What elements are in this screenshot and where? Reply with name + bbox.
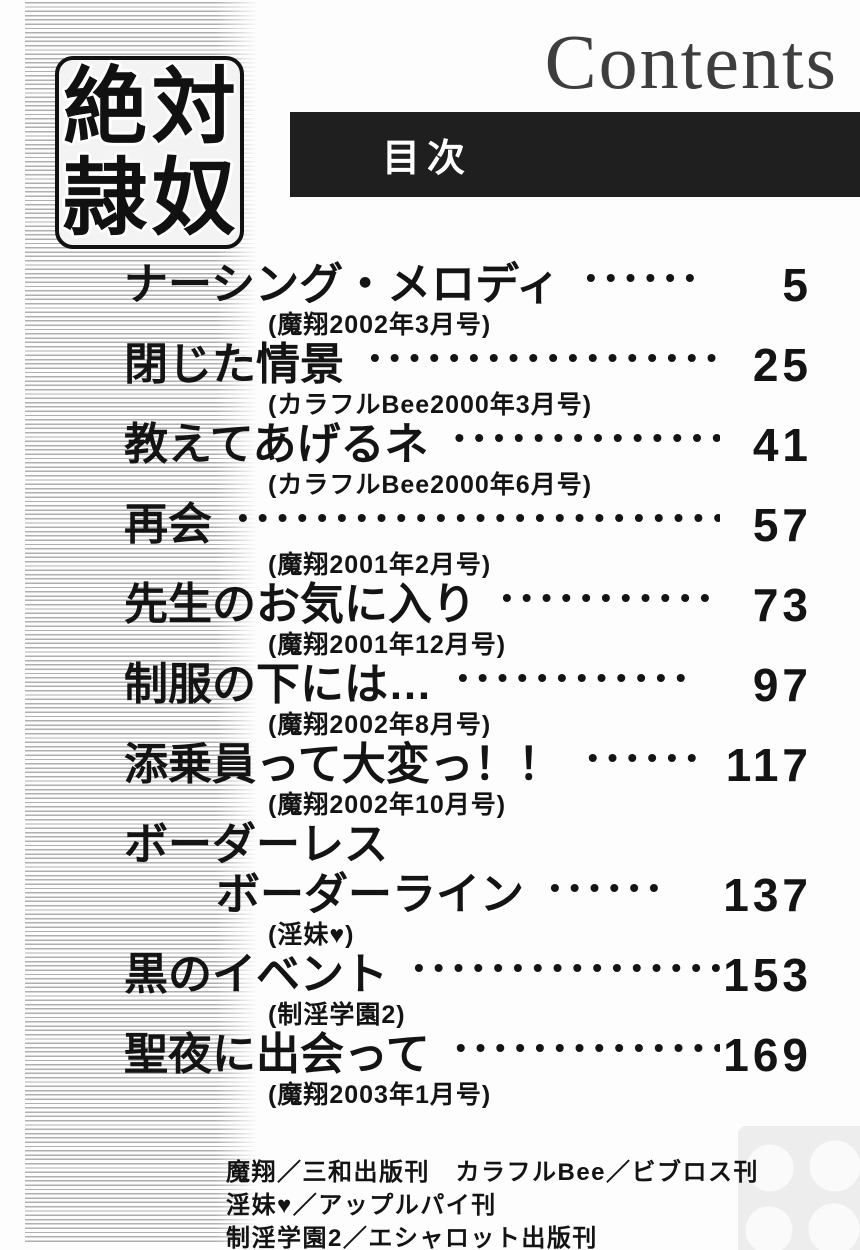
dot-leader: •••••••••••• [502, 582, 720, 613]
dot-leader: •••••• [587, 742, 707, 773]
entry-title: 再会 [124, 500, 212, 549]
page-number: 73 [752, 579, 812, 631]
toc-entry: 閉じた情景 •••••••••••••••••• 25 (カラフルBee2000… [124, 340, 812, 420]
entry-source: (淫妹♥) [268, 921, 355, 949]
page-number: 41 [752, 419, 812, 471]
entry-titles: 先生のお気に入り [124, 580, 476, 630]
dot-leader: •••••••••••••••• [414, 952, 720, 983]
page-number: 137 [723, 869, 812, 921]
page-number: 153 [723, 949, 812, 1001]
entry-title: 黒のイベント [124, 950, 388, 999]
toc-entry: ボーダーレス ボーダーライン •••••• 137 (淫妹♥) [124, 820, 812, 950]
entry-source: (魔翔2002年8月号) [268, 711, 492, 739]
entry-titles: 聖夜に出会って [124, 1030, 430, 1080]
entry-title: 添乗員って大変っ！！ [124, 740, 562, 789]
toc-entry: 聖夜に出会って •••••••••••••• 169 (魔翔2003年1月号) [124, 1030, 812, 1110]
toc-entry-row: 添乗員って大変っ！！ •••••• 117 [124, 740, 812, 790]
series-logo: 絶 対 隷 奴 [55, 56, 244, 249]
entry-titles: 閉じた情景 [124, 340, 344, 390]
page-number: 117 [725, 739, 812, 791]
toc-entry: 先生のお気に入り •••••••••••• 73 (魔翔2001年12月号) [124, 580, 812, 660]
toc-entry-row: 先生のお気に入り •••••••••••• 73 [124, 580, 812, 630]
toc-entry-row: ナーシング・メロディ •••••• 5 [124, 260, 812, 310]
entry-title: 先生のお気に入り [124, 580, 476, 629]
toc-entry-row: 閉じた情景 •••••••••••••••••• 25 [124, 340, 812, 390]
dot-leader: •••••••••••••••••• [370, 342, 720, 373]
entry-source: (魔翔2001年2月号) [268, 551, 492, 579]
logo-char: 対 [151, 60, 236, 155]
entry-titles: ナーシング・メロディ [124, 260, 560, 310]
toc-entry-row: 再会 ••••••••••••••••••••••••••• 57 [124, 500, 812, 550]
entry-titles: ボーダーレス ボーダーライン [124, 820, 524, 920]
entry-source: (制淫学園2) [268, 1001, 406, 1029]
entry-title: ナーシング・メロディ [124, 260, 561, 309]
toc-entry-row: 黒のイベント •••••••••••••••• 153 [124, 950, 812, 1000]
dot-leader: •••••• [550, 872, 669, 903]
toc-entry: 再会 ••••••••••••••••••••••••••• 57 (魔翔200… [124, 500, 812, 580]
contents-title: Contents [544, 18, 838, 105]
toc-entry-row: 制服の下には… •••••••••••• 97 [124, 660, 812, 710]
toc-entry: ナーシング・メロディ •••••• 5 (魔翔2002年3月号) [124, 260, 812, 340]
logo-char: 奴 [151, 150, 236, 245]
entry-title: 教えてあげるネ [124, 420, 429, 469]
entry-source: (カラフルBee2000年6月号) [268, 471, 593, 499]
toc-entry: 添乗員って大変っ！！ •••••• 117 (魔翔2002年10月号) [124, 740, 812, 820]
dot-leader: ••••••••••••••••••••••••••• [238, 502, 720, 533]
entry-title: ボーダーレス [124, 820, 388, 869]
entry-source: (魔翔2002年3月号) [268, 311, 492, 339]
toc-header-bar: 目次 [290, 112, 860, 197]
entry-source: (カラフルBee2000年3月号) [268, 391, 593, 419]
entry-title-line2: ボーダーライン [216, 870, 524, 919]
page-number: 25 [752, 339, 812, 391]
entry-source: (魔翔2001年12月号) [268, 631, 507, 659]
entry-title: 閉じた情景 [124, 340, 344, 389]
dot-leader: •••••• [586, 262, 705, 293]
toc-entry: 黒のイベント •••••••••••••••• 153 (制淫学園2) [124, 950, 812, 1030]
entry-titles: 教えてあげるネ [124, 420, 428, 470]
entry-titles: 添乗員って大変っ！！ [124, 740, 562, 790]
toc-list: ナーシング・メロディ •••••• 5 (魔翔2002年3月号) 閉じた情景 •… [124, 260, 812, 1110]
toc-entry: 制服の下には… •••••••••••• 97 (魔翔2002年8月号) [124, 660, 812, 740]
page-number: 169 [723, 1029, 812, 1081]
entry-title: 制服の下には… [124, 660, 432, 709]
dot-plate-pattern [738, 1126, 860, 1250]
toc-entry-row: ボーダーレス ボーダーライン •••••• 137 [124, 820, 812, 920]
toc-entry: 教えてあげるネ •••••••••••••• 41 (カラフルBee2000年6… [124, 420, 812, 500]
entry-titles: 制服の下には… [124, 660, 432, 710]
logo-char: 絶 [63, 60, 148, 155]
toc-label: 目次 [382, 138, 473, 180]
dot-leader: •••••••••••••• [454, 422, 720, 453]
footer-credit-line: 制淫学園2／エシャロット出版刊 [226, 1225, 598, 1250]
logo-char: 隷 [63, 150, 148, 245]
dot-leader: •••••••••••• [458, 662, 696, 693]
entry-titles: 黒のイベント [124, 950, 388, 1000]
footer-credit-line: 淫妹♥／アップルパイ刊 [226, 1192, 497, 1219]
footer-credits: 魔翔／三和出版刊 カラフルBee／ビブロス刊 淫妹♥／アップルパイ刊 制淫学園2… [226, 1156, 759, 1250]
entry-source: (魔翔2002年10月号) [268, 791, 507, 819]
entry-source: (魔翔2003年1月号) [268, 1081, 492, 1109]
page-number: 5 [782, 259, 812, 311]
page-number: 97 [752, 659, 812, 711]
page-number: 57 [752, 499, 812, 551]
dot-leader: •••••••••••••• [455, 1032, 720, 1063]
footer-credit-line: 魔翔／三和出版刊 カラフルBee／ビブロス刊 [226, 1159, 760, 1186]
toc-entry-row: 教えてあげるネ •••••••••••••• 41 [124, 420, 812, 470]
toc-entry-row: 聖夜に出会って •••••••••••••• 169 [124, 1030, 812, 1080]
entry-titles: 再会 [124, 500, 212, 550]
entry-title: 聖夜に出会って [124, 1030, 430, 1079]
